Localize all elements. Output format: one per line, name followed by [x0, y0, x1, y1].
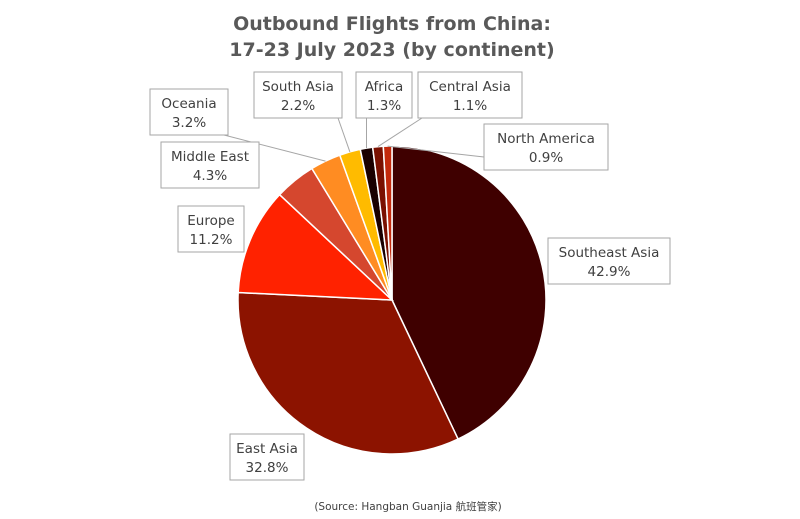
data-label-box	[177, 205, 245, 253]
source-note: (Source: Hangban Guanjia 航班管家)	[314, 500, 501, 513]
leader-line-central-asia	[377, 117, 423, 148]
data-label-value: 4.3%	[193, 168, 227, 184]
data-label-south-asia: South Asia 2.2%	[253, 71, 343, 119]
chart-title-line-2: 17-23 July 2023 (by continent)	[229, 39, 554, 61]
data-label-category: Europe	[187, 213, 234, 229]
data-label-value: 1.3%	[367, 98, 401, 114]
data-label-value: 3.2%	[172, 115, 206, 131]
data-label-oceania: Oceania 3.2%	[149, 88, 229, 136]
data-label-category: Africa	[365, 79, 404, 95]
pie-slices	[237, 145, 547, 455]
data-label-category: Oceania	[161, 96, 216, 112]
data-label-category: South Asia	[262, 79, 334, 95]
pie-slice-southeast-asia	[391, 145, 547, 441]
data-label-value: 32.8%	[246, 460, 289, 476]
chart-title-line-1: Outbound Flights from China:	[233, 13, 551, 35]
data-label-southeast-asia: Southeast Asia 42.9%	[547, 237, 671, 285]
data-label-box	[253, 71, 343, 119]
data-label-value: 1.1%	[453, 98, 487, 114]
data-label-box	[355, 71, 413, 119]
data-label-central-asia: Central Asia 1.1%	[417, 71, 523, 119]
data-label-north-america: North America 0.9%	[483, 123, 609, 171]
label-leader-lines	[223, 117, 485, 162]
data-label-box	[483, 123, 609, 171]
data-label-value: 11.2%	[190, 232, 233, 248]
leader-line-south-asia	[337, 117, 351, 153]
data-label-middle-east: Middle East 4.3%	[160, 141, 260, 189]
leader-line-oceania	[223, 134, 326, 162]
data-label-category: North America	[497, 131, 595, 147]
data-label-value: 2.2%	[281, 98, 315, 114]
data-label-value: 42.9%	[588, 264, 631, 280]
pie-slice-east-asia	[237, 291, 460, 455]
pie-slice-europe	[237, 193, 395, 301]
data-label-category: Middle East	[171, 149, 249, 165]
data-label-box	[229, 433, 305, 481]
data-label-box	[417, 71, 523, 119]
data-label-category: Central Asia	[429, 79, 511, 95]
data-labels: Southeast Asia 42.9% East Asia 32.8% Europe 1…	[149, 71, 671, 481]
data-label-value: 0.9%	[529, 150, 563, 166]
data-label-africa: Africa 1.3%	[355, 71, 413, 119]
data-label-box	[149, 88, 229, 136]
data-label-category: Southeast Asia	[559, 245, 660, 261]
data-label-east-asia: East Asia 32.8%	[229, 433, 305, 481]
data-label-box	[160, 141, 260, 189]
data-label-europe: Europe 11.2%	[177, 205, 245, 253]
data-label-box	[547, 237, 671, 285]
data-label-category: East Asia	[236, 441, 298, 457]
leader-line-north-america	[387, 145, 485, 158]
